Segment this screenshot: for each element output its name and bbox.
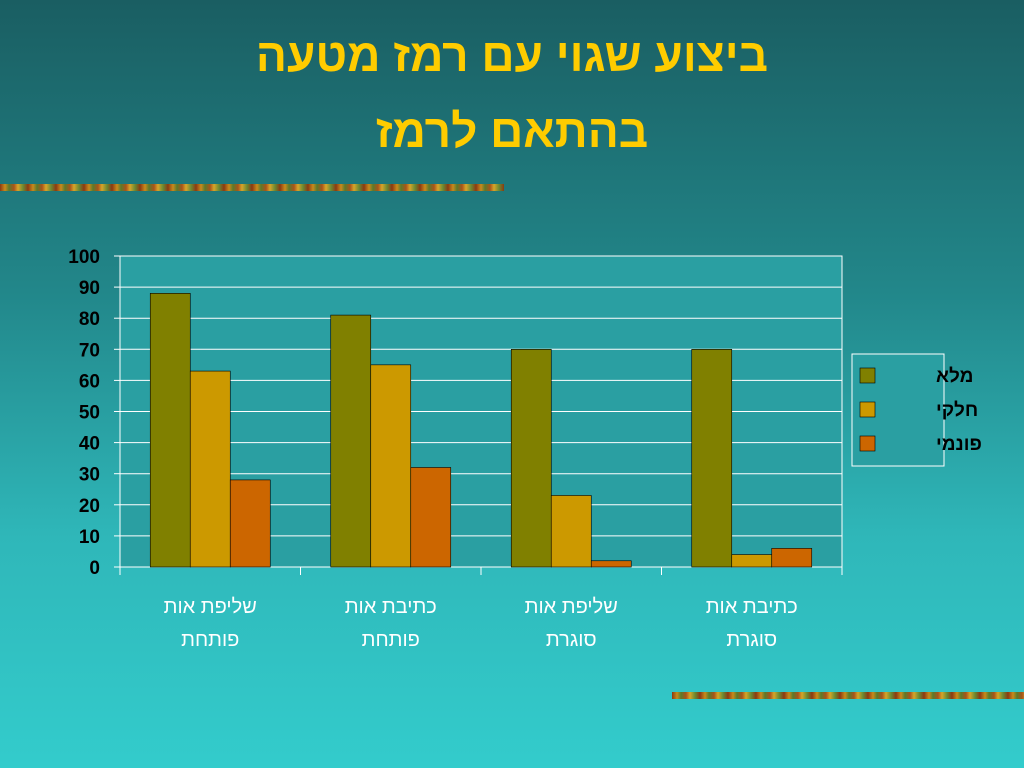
x-category-label: פותחת — [362, 629, 420, 651]
x-category-label: שליפת אות — [525, 596, 618, 618]
slide-title-line-1: ביצוע שגוי עם רמז מטעה — [255, 29, 769, 81]
legend-swatch — [859, 367, 876, 384]
legend-label: מלא — [936, 366, 973, 387]
legend-swatch — [859, 435, 876, 452]
x-category-label: סוגרת — [546, 629, 597, 651]
legend-label: פונמי — [936, 434, 982, 455]
y-tick-label: 60 — [79, 371, 100, 392]
legend-label: חלקי — [936, 400, 978, 421]
y-tick-label: 20 — [79, 496, 100, 517]
bar — [691, 348, 733, 568]
bar — [330, 314, 372, 568]
x-category-label: כתיבת אות — [706, 596, 798, 618]
bar — [149, 293, 191, 568]
bar — [771, 548, 813, 568]
bar — [590, 560, 632, 568]
bar — [731, 554, 773, 568]
x-category-label: סוגרת — [726, 629, 777, 651]
x-category-label: שליפת אות — [164, 596, 257, 618]
y-tick-label: 50 — [79, 403, 100, 424]
bar — [510, 348, 552, 568]
y-tick-label: 70 — [79, 340, 100, 361]
bar — [410, 467, 452, 568]
y-tick-label: 100 — [68, 247, 100, 268]
bar — [370, 364, 412, 568]
y-tick-label: 40 — [79, 434, 100, 455]
y-tick-label: 0 — [89, 558, 100, 579]
y-tick-label: 80 — [79, 309, 100, 330]
bar — [229, 479, 271, 568]
x-category-label: כתיבת אות — [345, 596, 437, 618]
decorative-stripe-bottom — [672, 692, 1024, 699]
slide-title-line-2: בהתאם לרמז — [375, 105, 649, 157]
y-tick-label: 90 — [79, 278, 100, 299]
y-tick-label: 30 — [79, 465, 100, 486]
y-tick-label: 10 — [79, 527, 100, 548]
legend-swatch — [859, 401, 876, 418]
bar — [189, 370, 231, 568]
x-category-label: פותחת — [181, 629, 239, 651]
bar — [550, 495, 592, 568]
decorative-stripe-top — [0, 184, 504, 191]
